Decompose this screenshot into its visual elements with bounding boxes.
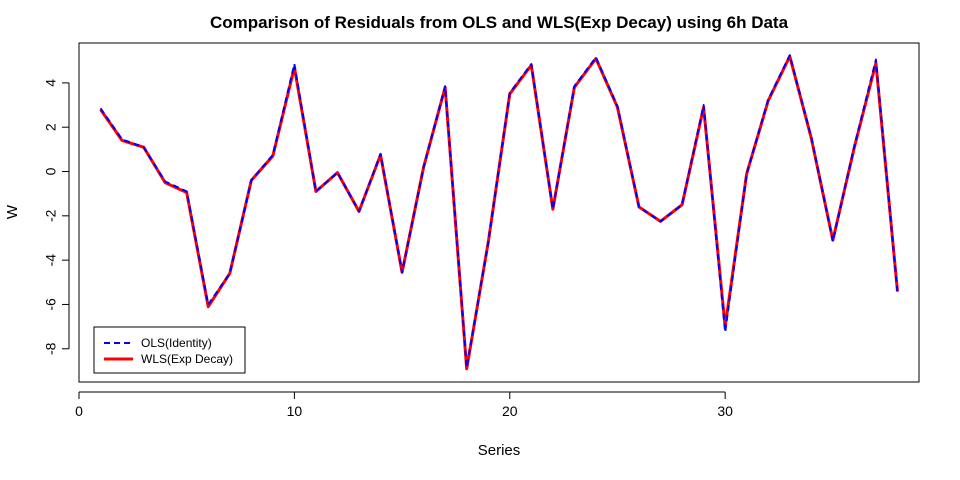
- x-axis-label: Series: [478, 442, 521, 459]
- y-tick-label: -6: [43, 298, 59, 311]
- chart-title: Comparison of Residuals from OLS and WLS…: [210, 13, 789, 32]
- y-axis: -8 -6 -4 -2 0 2 4: [43, 79, 70, 355]
- legend-box: [93, 326, 246, 374]
- plot-frame: [78, 42, 920, 383]
- x-tick-label: 10: [287, 403, 303, 419]
- y-tick-label: 0: [43, 167, 59, 175]
- wls-series-line: [99, 54, 899, 371]
- y-tick-label: 2: [43, 123, 59, 131]
- x-tick-label: 20: [502, 403, 518, 419]
- x-tick-label: 30: [717, 403, 733, 419]
- x-tick-label: 0: [75, 403, 83, 419]
- ols-series-line: [99, 54, 899, 369]
- legend-label-wls: WLS(Exp Decay): [141, 352, 233, 366]
- series-layer: [99, 54, 899, 371]
- y-tick-label: 4: [43, 79, 59, 87]
- legend: OLS(Identity) WLS(Exp Decay): [93, 326, 246, 374]
- legend-label-ols: OLS(Identity): [141, 336, 212, 350]
- x-axis: 0 10 20 30: [75, 391, 733, 419]
- y-tick-label: -8: [43, 342, 59, 355]
- y-axis-label: W: [4, 204, 21, 219]
- y-tick-label: -4: [43, 254, 59, 267]
- y-tick-label: -2: [43, 209, 59, 222]
